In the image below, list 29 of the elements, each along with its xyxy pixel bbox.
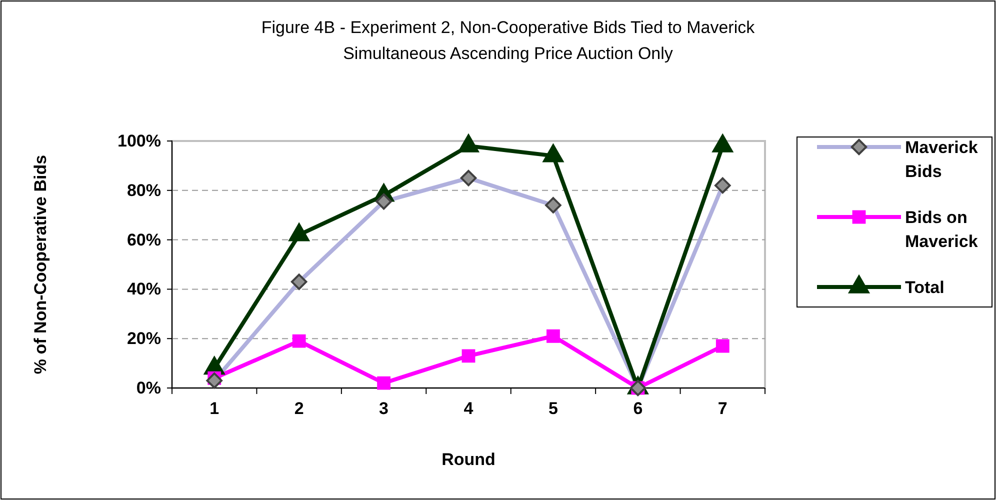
y-axis-title: % of Non-Cooperative Bids [31,154,50,374]
chart-title: Figure 4B - Experiment 2, Non-Cooperative Bids Tied to Maverick [261,18,756,37]
x-tick-label: 4 [464,399,474,418]
point [542,144,564,162]
point [712,134,733,152]
point [377,376,390,390]
legend-label: Maverick Bids [905,138,978,181]
y-tick-label: 100% [118,131,161,150]
x-tick-label: 2 [294,399,304,418]
x-tick-label: 5 [548,399,558,418]
x-tick-label: 3 [379,399,389,418]
x-tick-label: 7 [718,399,728,418]
point [546,329,560,343]
x-tick-label: 6 [633,399,643,418]
x-tick-label: 1 [210,399,220,418]
x-axis-title: Round [442,450,496,469]
y-tick-label: 80% [126,180,161,200]
y-tick-label: 0% [136,378,161,398]
point [458,134,479,152]
point [292,334,306,348]
y-tick-label: 60% [126,230,161,250]
chart-subtitle: Simultaneous Ascending Price Auction Only [343,44,674,63]
point [716,339,730,353]
point [288,223,310,242]
y-tick-label: 20% [126,329,161,348]
legend-label: Total [905,278,944,297]
y-tick-label: 40% [126,280,161,299]
point [462,349,476,363]
legend-label: Bids on Maverick [905,208,978,251]
